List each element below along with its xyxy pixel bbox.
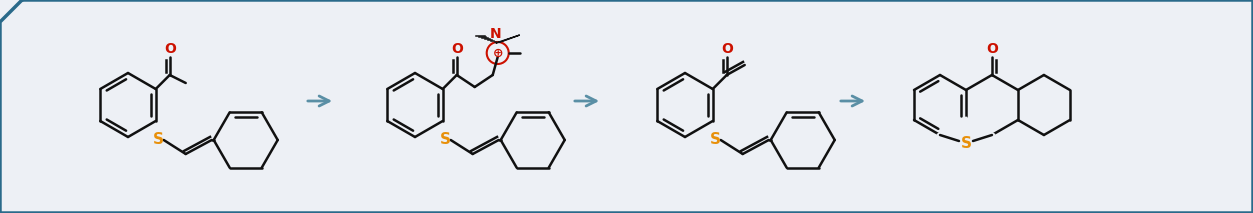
Text: S: S — [440, 132, 451, 147]
Text: S: S — [961, 135, 971, 151]
Text: O: O — [986, 42, 997, 56]
Text: N: N — [490, 27, 501, 41]
Text: S: S — [710, 132, 722, 147]
Text: ⊕: ⊕ — [492, 46, 502, 59]
Polygon shape — [496, 35, 520, 43]
Text: O: O — [164, 42, 175, 56]
Text: S: S — [153, 132, 164, 147]
Text: O: O — [451, 42, 462, 56]
Text: O: O — [720, 42, 733, 56]
